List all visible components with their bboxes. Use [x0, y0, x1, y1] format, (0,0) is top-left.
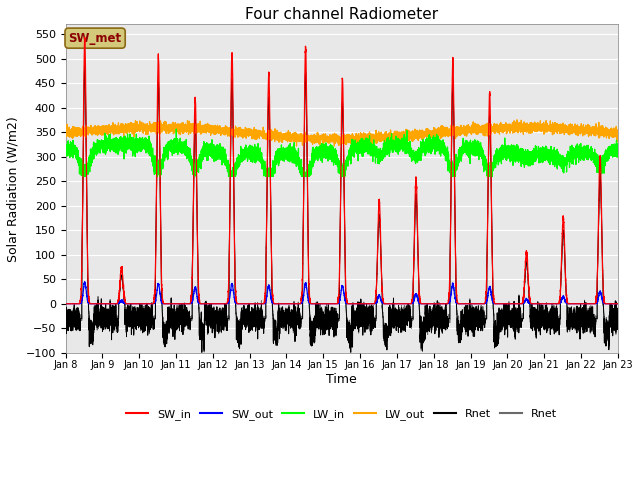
Text: SW_met: SW_met [68, 32, 122, 45]
Title: Four channel Radiometer: Four channel Radiometer [245, 7, 438, 22]
X-axis label: Time: Time [326, 373, 357, 386]
Y-axis label: Solar Radiation (W/m2): Solar Radiation (W/m2) [7, 116, 20, 262]
Legend: SW_in, SW_out, LW_in, LW_out, Rnet, Rnet: SW_in, SW_out, LW_in, LW_out, Rnet, Rnet [122, 404, 562, 424]
